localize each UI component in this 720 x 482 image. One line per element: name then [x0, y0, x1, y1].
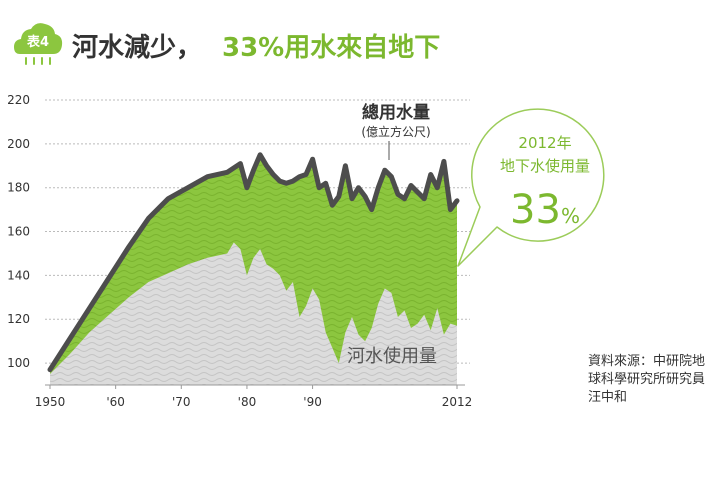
callout-percent-sign: %	[561, 204, 580, 228]
wave-line	[40, 151, 488, 154]
callout-percent-number: 33	[510, 187, 561, 233]
y-tick-label: 180	[7, 181, 30, 195]
wave-line	[40, 145, 488, 148]
y-axis-ticks: 100 120 140 160 180 200 220	[7, 93, 30, 370]
x-tick-label: '90	[303, 395, 322, 409]
y-tick-label: 120	[7, 312, 30, 326]
x-tick-label: '70	[172, 395, 191, 409]
y-tick-label: 160	[7, 225, 30, 239]
total-water-line	[47, 152, 460, 373]
cloud-rain-icon: 表4	[14, 23, 63, 65]
wave-line	[50, 336, 457, 340]
page-title: 河水減少，	[72, 33, 203, 63]
wave-line	[40, 145, 488, 148]
x-axis-ticks: 1950'60'70'80'90'002012	[35, 385, 473, 409]
wave-line	[40, 151, 488, 154]
callout: 2012年 地下水使用量 33%	[457, 108, 605, 267]
callout-line2: 地下水使用量	[500, 157, 590, 175]
callout-bubble	[457, 108, 605, 267]
unit-label: (億立方公尺)	[361, 124, 430, 139]
river-water-area	[50, 242, 457, 385]
wave-line	[50, 348, 457, 352]
y-tick-label: 200	[7, 137, 30, 151]
y-tick-label: 220	[7, 93, 30, 107]
badge-label: 表4	[26, 34, 49, 50]
x-tick-label: '60	[106, 395, 125, 409]
y-tick-label: 140	[7, 268, 30, 282]
wave-line	[50, 378, 457, 382]
y-tick-label: 100	[7, 356, 30, 370]
wave-line	[50, 360, 457, 364]
river-series-label: 河水使用量	[347, 346, 437, 367]
header: 表4 河水減少， 33%用水來自地下	[12, 18, 712, 68]
wave-line	[50, 354, 457, 358]
callout-year: 2012年	[518, 134, 571, 152]
page-subtitle: 33%用水來自地下	[222, 33, 441, 63]
wave-line	[50, 330, 457, 334]
total-series-label: 總用水量	[362, 102, 430, 123]
wave-line	[50, 342, 457, 346]
callout-percent: 33%	[510, 187, 580, 233]
source-note: 資料來源：中研院地球科學研究所研究員汪中和	[588, 354, 706, 405]
wave-line	[50, 366, 457, 370]
x-tick-label: 1950	[35, 395, 66, 409]
x-tick-label: '80	[238, 395, 257, 409]
wave-line	[50, 372, 457, 376]
x-tick-label: 2012	[442, 395, 473, 409]
